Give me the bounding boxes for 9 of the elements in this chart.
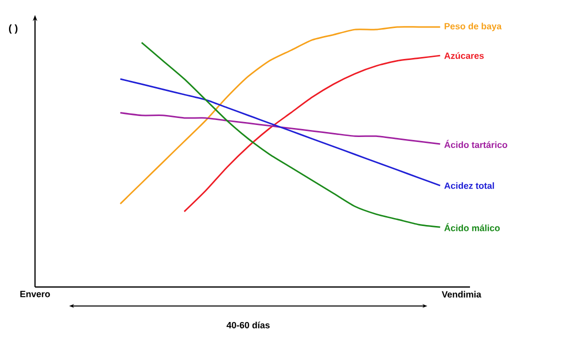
series-label: Ácido málico [444, 223, 500, 232]
x-tick-label: Envero [20, 290, 50, 298]
y-axis-title: ( ) [8, 24, 18, 34]
x-tick-label: Vendimia [442, 290, 482, 298]
series-label: Ácido tartárico [444, 140, 508, 148]
series-label: Azúcares [444, 52, 484, 59]
text: 40-60 días [226, 322, 270, 328]
series-label: Acidez total [444, 182, 494, 189]
series-label: Peso de baya [444, 22, 502, 32]
